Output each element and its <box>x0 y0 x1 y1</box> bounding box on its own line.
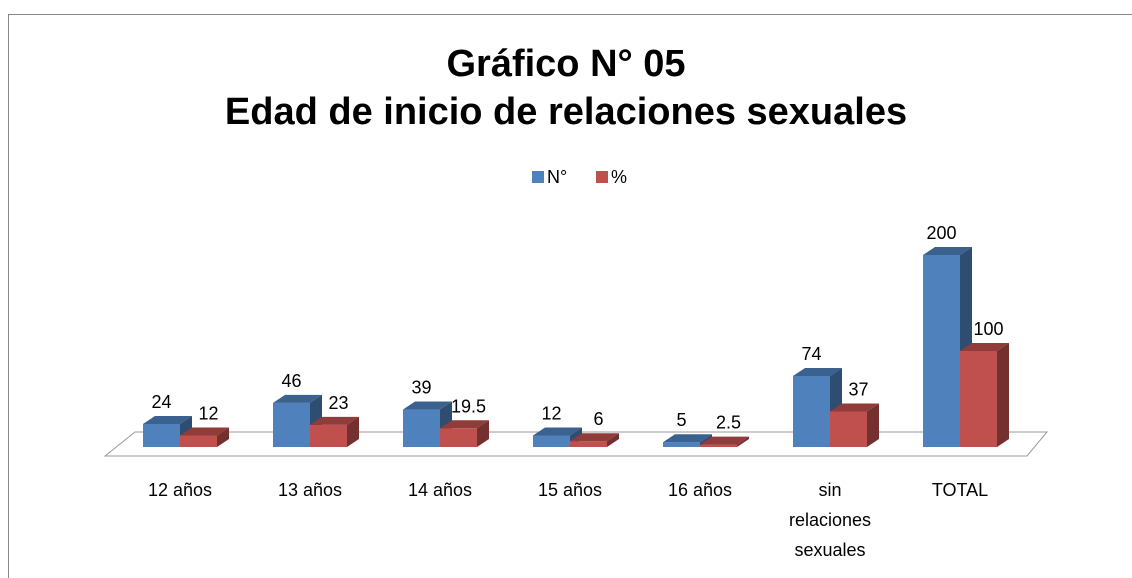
value-label: 74 <box>801 344 821 364</box>
bar-side <box>997 343 1009 447</box>
bar-front <box>793 375 830 447</box>
legend-label: N° <box>547 167 567 187</box>
bar-front <box>830 411 867 447</box>
bar-side <box>347 416 359 447</box>
value-label: 5 <box>676 410 686 430</box>
bar-front <box>273 402 310 447</box>
value-label: 19.5 <box>451 396 486 416</box>
bar-top <box>310 416 359 425</box>
x-tick-label: TOTAL <box>931 480 989 500</box>
x-tick-label: sin relaciones sexuales <box>788 480 872 560</box>
bar-front <box>310 424 347 447</box>
bar-front <box>440 428 477 447</box>
bar-top <box>793 367 842 376</box>
legend-swatch <box>596 171 608 183</box>
bar-top <box>570 433 619 442</box>
bar-top <box>403 401 452 410</box>
x-tick-label: 14 años <box>407 480 473 500</box>
bar-front <box>570 441 607 447</box>
value-label: 12 <box>541 403 561 423</box>
chart-title: Gráfico N° 05 <box>446 43 685 85</box>
value-label: 37 <box>848 379 868 399</box>
bar-side <box>477 420 489 447</box>
x-tick-label: 15 años <box>537 480 603 500</box>
bar-front <box>403 409 440 447</box>
bar-top <box>700 436 749 445</box>
bar-side <box>867 403 879 447</box>
value-label: 100 <box>973 319 1003 339</box>
value-label: 12 <box>198 403 218 423</box>
value-label: 24 <box>151 392 171 412</box>
legend-label: % <box>611 167 627 187</box>
x-tick-label: 12 años <box>147 480 213 500</box>
bar-top <box>440 420 489 429</box>
bar-side <box>737 436 749 447</box>
x-tick-label: 16 años <box>667 480 733 500</box>
bar-top <box>923 247 972 255</box>
bar-front <box>923 255 960 447</box>
floor <box>103 431 1049 457</box>
bar-front <box>960 351 997 447</box>
bar-side <box>217 427 229 447</box>
value-label: 2.5 <box>716 413 741 433</box>
value-label: 39 <box>411 378 431 398</box>
bar-front <box>143 423 180 447</box>
bar-front <box>663 442 700 447</box>
value-label: 23 <box>328 393 348 413</box>
bar-top <box>960 343 1009 351</box>
x-tick-label: 13 años <box>277 480 343 500</box>
bar-top <box>273 394 322 403</box>
legend-swatch <box>532 171 544 183</box>
bar-top <box>180 427 229 436</box>
value-label: 200 <box>926 223 956 243</box>
value-label: 6 <box>593 409 603 429</box>
bar-front <box>180 435 217 447</box>
chart-subtitle: Edad de inicio de relaciones sexuales <box>225 91 907 133</box>
value-label: 46 <box>281 371 301 391</box>
bar-top <box>143 415 192 424</box>
bar-front <box>700 444 737 447</box>
bar-front <box>533 435 570 447</box>
bar-top <box>663 434 712 443</box>
bar-top <box>830 403 879 412</box>
bar-side <box>607 433 619 447</box>
bar-top <box>533 427 582 436</box>
